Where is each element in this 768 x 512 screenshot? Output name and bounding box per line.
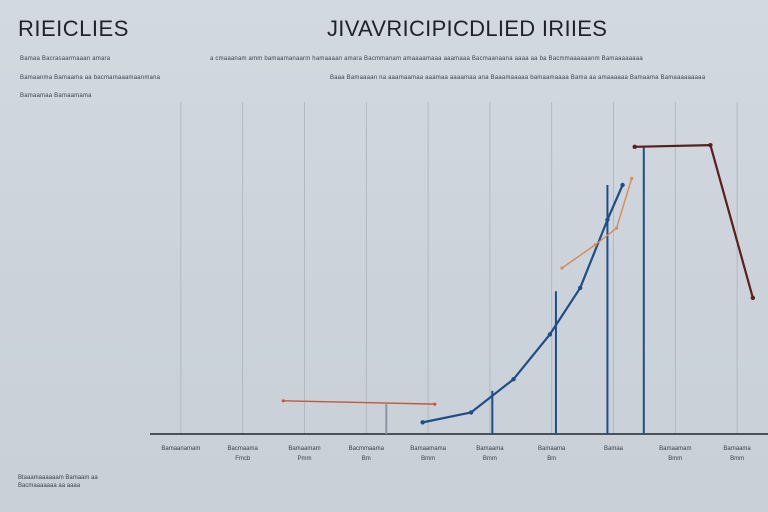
x-tick-sublabel: Pmm [298, 456, 312, 462]
subtitle-line: Bamaa Bacrasaarmaaan amara [20, 56, 111, 62]
data-point [547, 332, 553, 337]
data-point [750, 295, 756, 301]
data-point [632, 144, 637, 150]
x-tick-label: Bamaanamam [161, 446, 200, 452]
subtitle-line: Bamaamaa Bamaamama [20, 93, 92, 99]
series-line [422, 184, 624, 424]
data-point [614, 226, 619, 230]
data-point [708, 142, 713, 148]
series-line [561, 178, 633, 269]
x-tick-label: Bacmmaama [349, 446, 385, 452]
x-tick-sublabel: Bm [547, 456, 556, 462]
left-title: RIEICLIES [18, 16, 129, 41]
subtitle-line: Baaa Bamaaaan na aaamaamaa aaamaa aaaama… [330, 75, 706, 81]
x-tick-sublabel: Fmcb [235, 456, 251, 462]
x-tick-sublabel: Bmm [483, 456, 497, 462]
data-point [281, 399, 285, 403]
x-tick-label: Bamaa [604, 446, 624, 452]
data-point [468, 410, 474, 415]
x-tick-sublabel: Bmm [668, 456, 682, 462]
subtitle-line: a cmaaanam amm bamaamanaarm hamaaaan ama… [210, 56, 643, 62]
x-tick-label: Bamaama [723, 446, 751, 452]
x-tick-sublabel: Bmm [421, 456, 435, 462]
x-tick-label: Bamaama [538, 446, 566, 452]
data-point [420, 420, 425, 425]
x-tick-label: Bamaama [476, 446, 504, 452]
x-tick-label: Bamaamam [288, 446, 320, 452]
series-line [283, 400, 435, 405]
x-tick-label: Bamaamama [410, 446, 446, 452]
footnote-line: Btaaamaaaaaam Bamaam aa [18, 475, 98, 481]
chart-title: JIVAVRICIPICDLIED IRIIES [327, 16, 608, 41]
footnote: Btaaamaaaaaam Bamaam aa Bacmaaaaaaa aa a… [18, 474, 98, 490]
data-point [433, 402, 437, 406]
data-point [560, 266, 564, 270]
footnote-line: Bacmaaaaaaa aa aaaa [18, 483, 81, 489]
data-point [511, 377, 516, 382]
series-line [634, 144, 754, 299]
x-tick-sublabel: Bm [362, 456, 371, 462]
x-tick-label: Bamaamam [659, 446, 691, 452]
data-point [630, 176, 634, 180]
subtitle-line: Bamaanma Bamaama aa bacmamaaamaanmana [20, 75, 161, 81]
data-point [593, 243, 597, 247]
data-point [577, 285, 583, 291]
x-tick-sublabel: Bmm [730, 456, 744, 462]
x-tick-label: Bacmaama [228, 446, 259, 452]
data-point [605, 217, 610, 223]
data-point [620, 182, 625, 188]
